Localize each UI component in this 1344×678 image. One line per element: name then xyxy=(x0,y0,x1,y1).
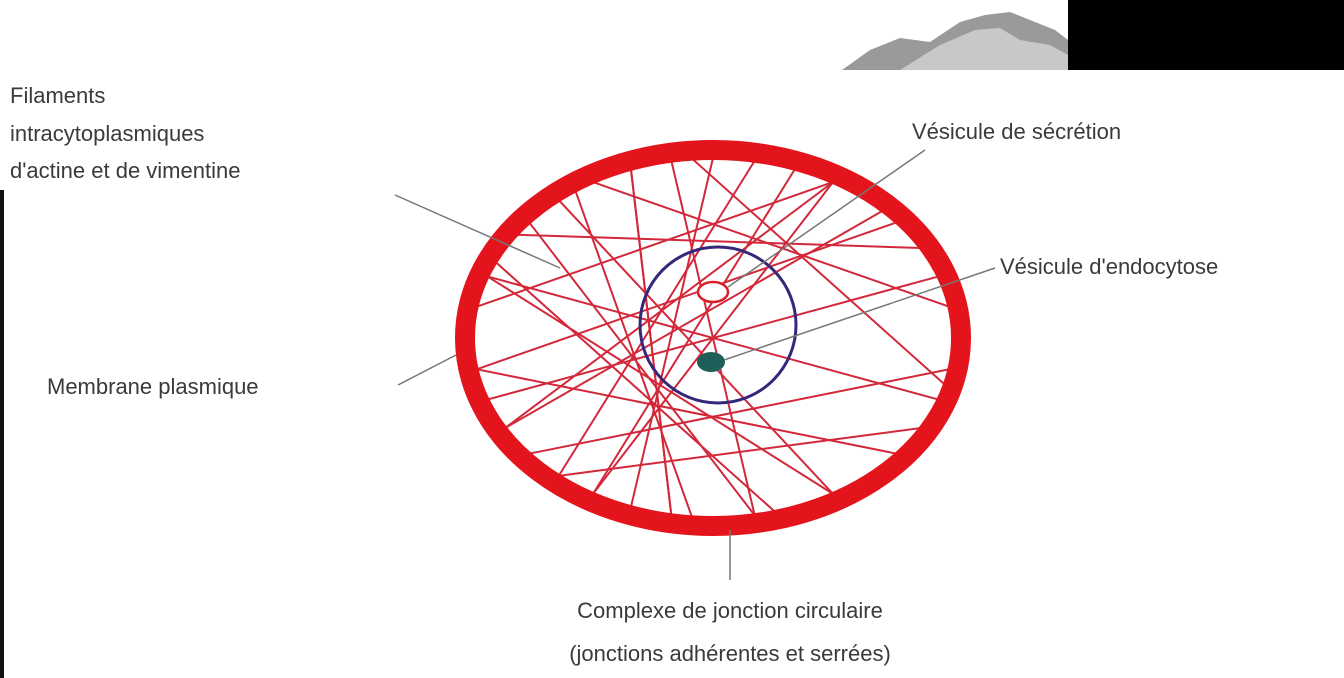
diagram: Filaments intracytoplasmiques d'actine e… xyxy=(0,0,1344,678)
black-box xyxy=(1068,0,1344,70)
label: (jonctions adhérentes et serrées) xyxy=(569,641,891,666)
label: Vésicule de sécrétion xyxy=(912,119,1121,144)
left-edge xyxy=(0,190,4,678)
filament xyxy=(477,369,897,453)
label: Filaments xyxy=(10,83,105,108)
filament xyxy=(477,222,897,369)
leader-line xyxy=(398,355,456,385)
label: intracytoplasmiques xyxy=(10,121,204,146)
endocytosis-vesicle xyxy=(697,352,725,372)
label: Membrane plasmique xyxy=(47,374,259,399)
filaments xyxy=(477,158,950,517)
filament xyxy=(529,369,949,453)
label: Complexe de jonction circulaire xyxy=(577,598,883,623)
secretion-vesicle xyxy=(698,282,728,302)
label: d'actine et de vimentine xyxy=(10,158,240,183)
label: Vésicule d'endocytose xyxy=(1000,254,1218,279)
